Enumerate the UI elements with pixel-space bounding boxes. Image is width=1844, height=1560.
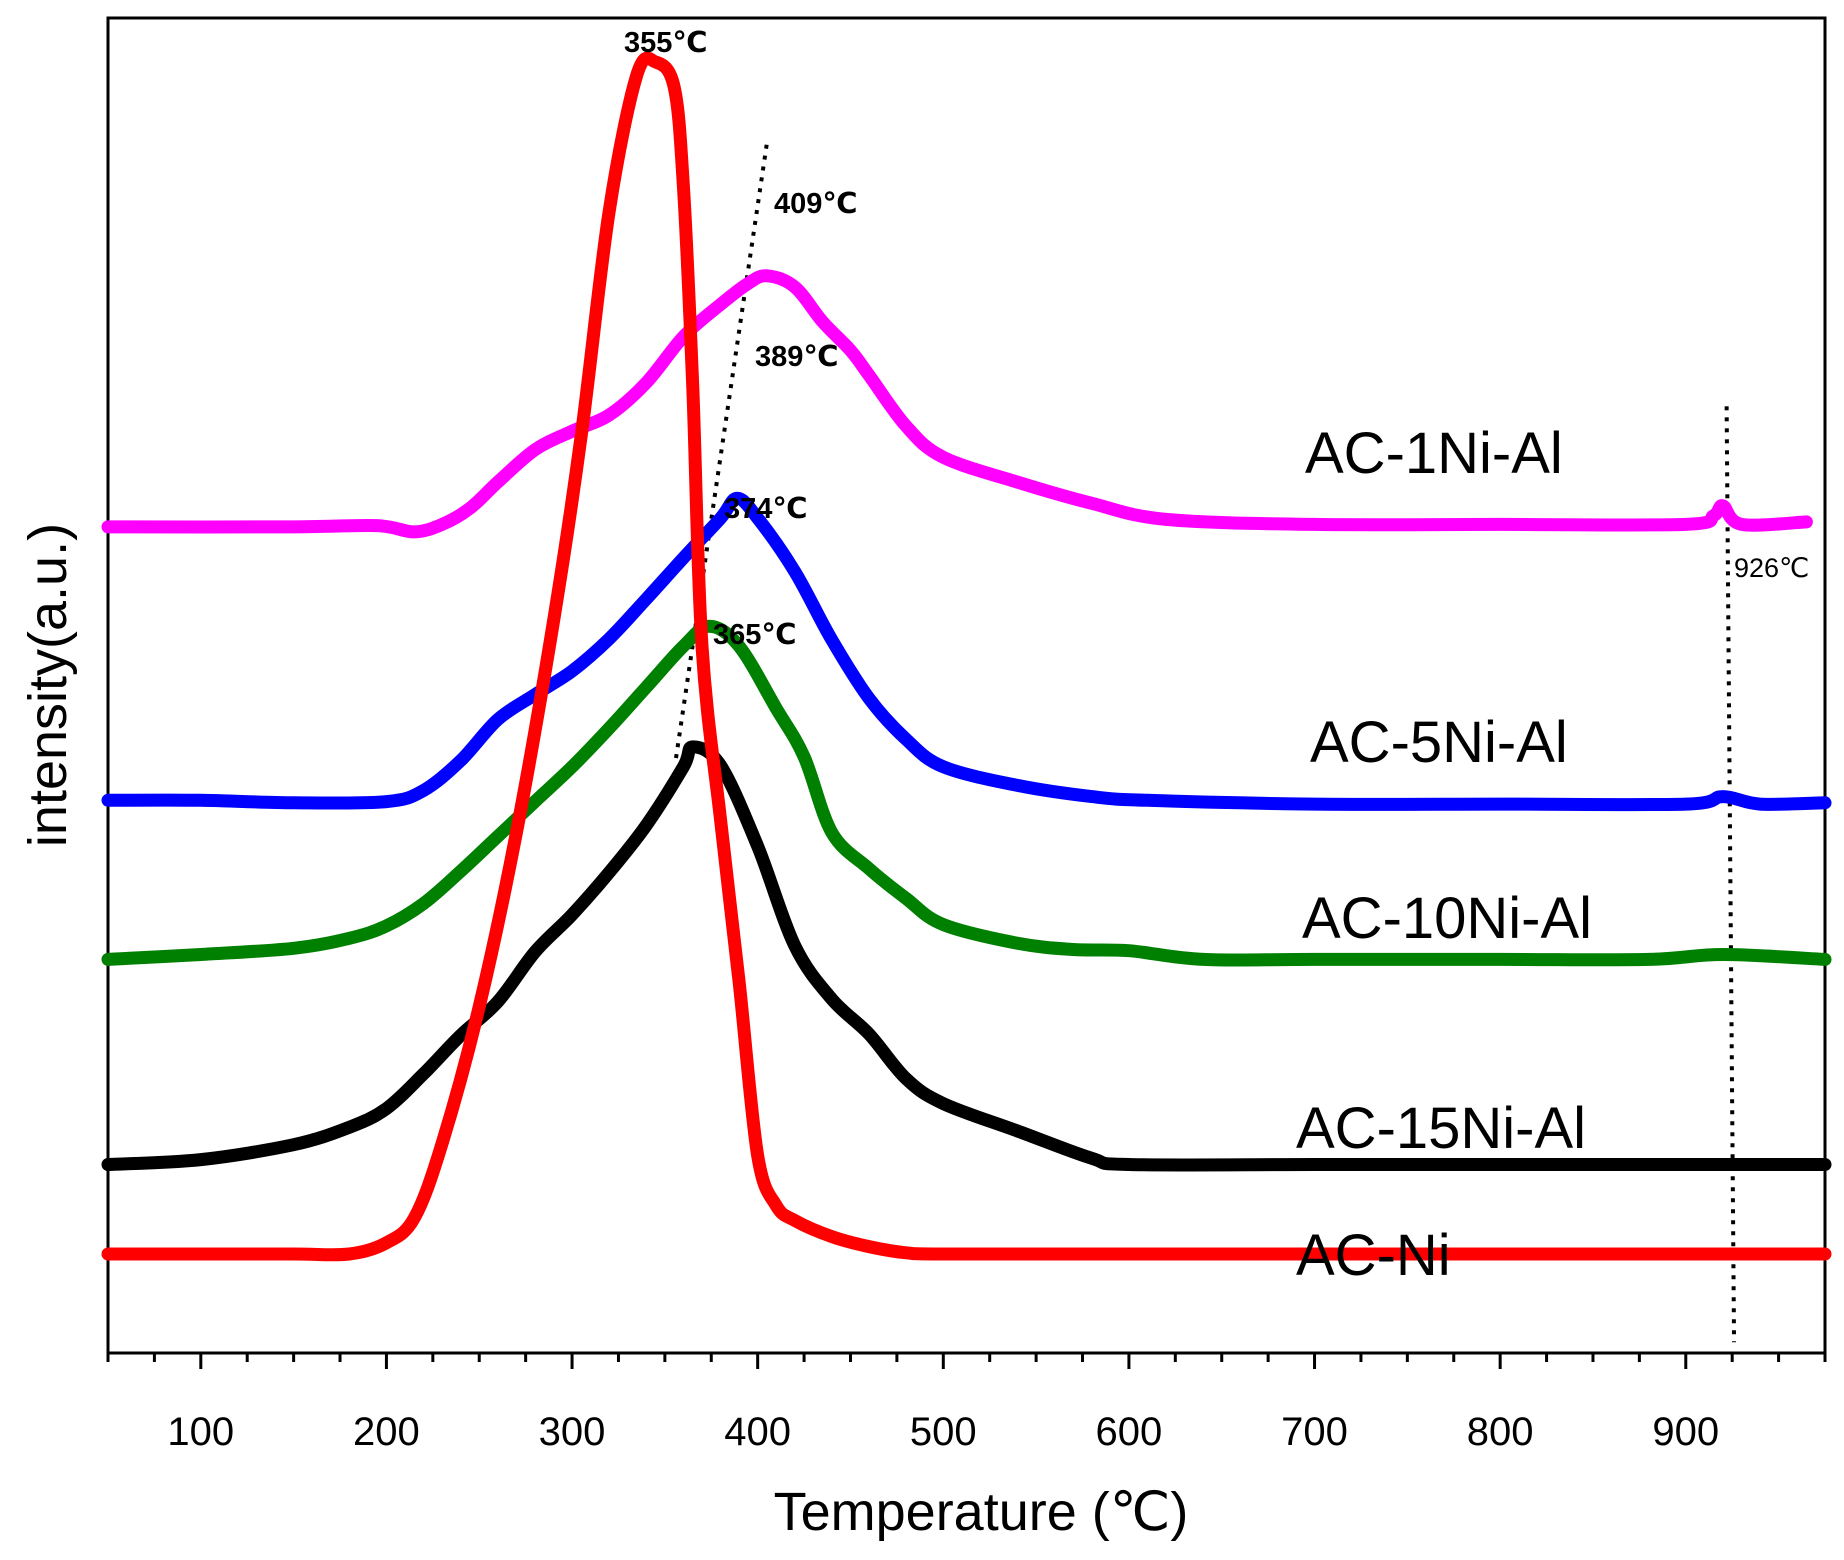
peak-label-ac-1ni-al: 409℃ bbox=[774, 188, 858, 220]
series-line-ac-15ni-al bbox=[101, 740, 1832, 1172]
x-tick-label: 900 bbox=[1652, 1410, 1719, 1454]
x-axis-ticks bbox=[106, 1353, 1827, 1369]
series-label-ac-15ni-al: AC-15Ni-Al bbox=[1296, 1096, 1586, 1161]
peak-label-ac-ni: 355℃ bbox=[624, 27, 708, 59]
x-tick-label: 500 bbox=[910, 1410, 977, 1454]
series-label-ac-1ni-al: AC-1Ni-Al bbox=[1305, 421, 1563, 486]
series-label-ac-ni: AC-Ni bbox=[1296, 1223, 1451, 1288]
x-tick-label: 200 bbox=[353, 1410, 420, 1454]
guide-lines bbox=[674, 142, 1737, 1343]
peak-label-ac-10ni-al: 374℃ bbox=[724, 493, 808, 525]
series-line-ac-1ni-al bbox=[101, 269, 1813, 539]
x-axis-title: Temperature (℃) bbox=[774, 1482, 1189, 1542]
y-axis-title: intensity(a.u.) bbox=[18, 523, 78, 847]
series-line-ac-10ni-al bbox=[101, 619, 1832, 967]
series-line-ac-ni bbox=[101, 51, 1832, 1262]
series-label-ac-5ni-al: AC-5Ni-Al bbox=[1310, 710, 1568, 775]
x-axis-tick-labels: 100 200 300 400 500 600 700 800 900 bbox=[167, 1410, 1719, 1454]
peak-label-ac-5ni-al: 389℃ bbox=[755, 341, 839, 373]
x-tick-label: 700 bbox=[1281, 1410, 1348, 1454]
series-curves bbox=[101, 51, 1832, 1262]
peak-label-926: 926℃ bbox=[1734, 553, 1809, 583]
guide-line bbox=[674, 142, 769, 759]
plot-frame bbox=[106, 16, 1827, 1355]
series-line-ac-5ni-al bbox=[101, 491, 1832, 812]
x-tick-label: 800 bbox=[1467, 1410, 1534, 1454]
series-label-ac-10ni-al: AC-10Ni-Al bbox=[1302, 886, 1592, 951]
x-tick-label: 300 bbox=[539, 1410, 606, 1454]
guide-line bbox=[1724, 406, 1737, 1343]
x-tick-label: 100 bbox=[167, 1410, 234, 1454]
x-tick-label: 600 bbox=[1096, 1410, 1163, 1454]
peak-label-ac-15ni-al: 365℃ bbox=[713, 619, 797, 651]
x-tick-label: 400 bbox=[724, 1410, 791, 1454]
